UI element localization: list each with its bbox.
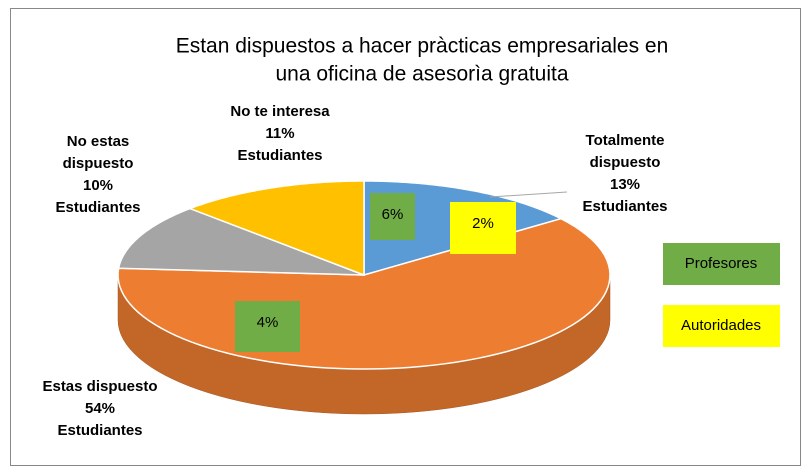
data-label-line: Totalmente dispuesto: [585, 132, 665, 171]
data-label-line: Estudiantes: [237, 147, 323, 164]
data-label-text: No estas dispuesto 10% Estudiantes: [43, 131, 153, 219]
legend-label: Autoridades: [681, 317, 761, 334]
data-label-line: No estas dispuesto: [62, 133, 134, 172]
data-label-text: No te interesa 11% Estudiantes: [205, 101, 355, 167]
overlay-label: 4%: [257, 314, 279, 331]
leader-line: [489, 191, 568, 198]
overlay-label: 2%: [472, 215, 494, 232]
data-label-line: 11%: [265, 125, 295, 142]
data-label-line: Estas dispuesto: [42, 378, 158, 395]
data-label: No te interesa 11% Estudiantes: [205, 101, 355, 167]
pie-tops: [117, 180, 611, 370]
data-label-line: 54%: [84, 400, 116, 417]
leader-line: [154, 217, 184, 232]
data-label-line: 13%: [609, 176, 641, 193]
data-label: Totalmente dispuesto 13% Estudiantes: [570, 130, 680, 218]
data-label-text: Totalmente dispuesto 13% Estudiantes: [570, 130, 680, 218]
data-label: No estas dispuesto 10% Estudiantes: [43, 131, 153, 219]
legend-label: Profesores: [685, 255, 758, 272]
data-label-line: Estudiantes: [55, 199, 141, 216]
data-label-line: No te interesa: [230, 103, 330, 120]
overlay-box: [450, 202, 516, 254]
pie-slice: [117, 207, 365, 276]
data-label-line: 10%: [82, 177, 114, 194]
overlay-box: [370, 193, 415, 240]
chart-title: una oficina de asesorìa gratuita: [275, 63, 568, 86]
data-label-text: Estas dispuesto 54% Estudiantes: [15, 376, 185, 442]
data-label: Estas dispuesto 54% Estudiantes: [15, 376, 185, 442]
legend-swatch: [663, 305, 780, 347]
legend-swatch: [663, 243, 780, 285]
overlay-label: 6%: [382, 206, 404, 223]
data-label-line: Estudiantes: [57, 422, 143, 439]
data-label-line: Estudiantes: [582, 198, 668, 215]
pie-slice: [187, 180, 365, 277]
overlay-box: [235, 301, 300, 352]
chart-title: Estan dispuestos a hacer pràcticas empre…: [176, 35, 669, 58]
